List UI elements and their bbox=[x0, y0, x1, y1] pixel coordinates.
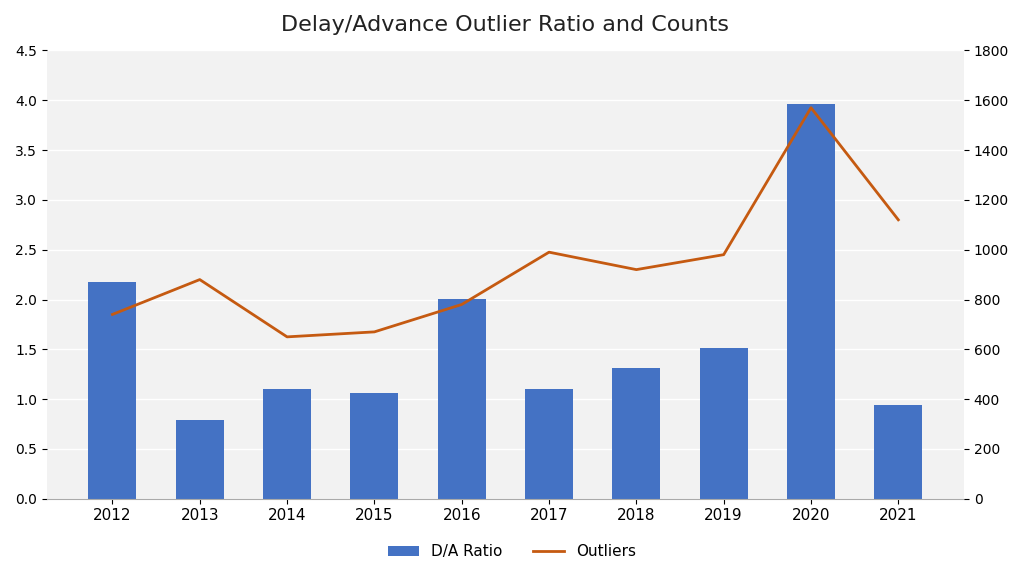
Bar bbox=[88, 281, 136, 499]
Line: Outliers: Outliers bbox=[113, 108, 898, 337]
Outliers bbox=[805, 104, 817, 111]
Bar bbox=[176, 420, 224, 499]
Outliers bbox=[369, 328, 381, 335]
Outliers bbox=[543, 249, 555, 256]
Outliers bbox=[194, 276, 206, 283]
Bar bbox=[612, 368, 660, 499]
Outliers bbox=[892, 217, 904, 223]
Legend: D/A Ratio, Outliers: D/A Ratio, Outliers bbox=[382, 538, 642, 566]
Outliers bbox=[106, 311, 119, 318]
Bar bbox=[874, 405, 923, 499]
Bar bbox=[787, 104, 835, 499]
Outliers bbox=[281, 334, 293, 340]
Outliers bbox=[630, 266, 642, 273]
Title: Delay/Advance Outlier Ratio and Counts: Delay/Advance Outlier Ratio and Counts bbox=[282, 15, 729, 35]
Outliers bbox=[718, 251, 730, 258]
Bar bbox=[525, 389, 573, 499]
Bar bbox=[350, 393, 398, 499]
Bar bbox=[699, 349, 748, 499]
Bar bbox=[263, 389, 311, 499]
Bar bbox=[437, 299, 485, 499]
Outliers bbox=[456, 301, 468, 308]
